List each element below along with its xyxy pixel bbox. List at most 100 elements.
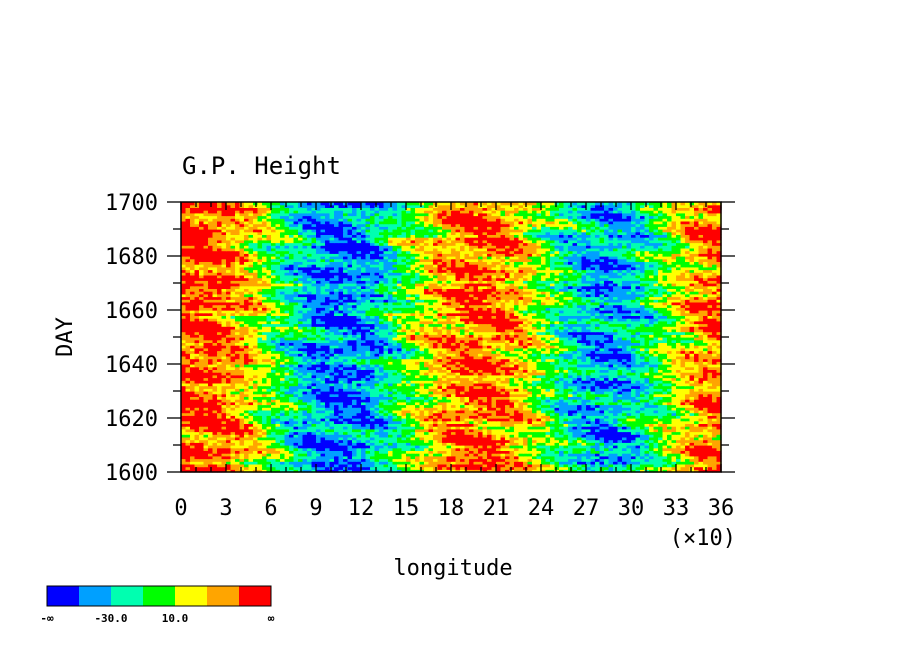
heatmap-cell (307, 453, 313, 457)
heatmap-cell (293, 385, 299, 389)
heatmap-cell (388, 409, 394, 414)
heatmap-cell (491, 369, 497, 373)
heatmap-cell (271, 358, 277, 362)
heatmap-cell (613, 372, 619, 376)
heatmap-cell (689, 364, 695, 368)
heatmap-cell (460, 434, 466, 438)
heatmap-cell (523, 374, 529, 379)
heatmap-cell (581, 439, 587, 443)
heatmap-cell (550, 415, 556, 419)
heatmap-cell (419, 382, 425, 387)
heatmap-cell (379, 364, 385, 368)
heatmap-cell (694, 453, 700, 457)
heatmap-cell (338, 385, 344, 389)
heatmap-cell (671, 463, 677, 468)
heatmap-cell (379, 469, 385, 473)
heatmap-cell (514, 450, 520, 454)
heatmap-cell (523, 393, 529, 397)
heatmap-cell (316, 458, 322, 462)
heatmap-cell (689, 439, 695, 443)
heatmap-cell (455, 420, 461, 424)
heatmap-cell (199, 377, 205, 381)
heatmap-cell (356, 423, 362, 427)
heatmap-cell (203, 404, 209, 408)
heatmap-cell (181, 415, 187, 419)
heatmap-cell (712, 366, 718, 370)
heatmap-cell (401, 377, 407, 381)
heatmap-cell (419, 428, 425, 433)
heatmap-cell (212, 458, 218, 462)
heatmap-cell (442, 382, 448, 387)
heatmap-cell (190, 364, 196, 368)
heatmap-cell (685, 366, 691, 370)
heatmap-cell (482, 442, 488, 446)
heatmap-cell (649, 463, 655, 468)
heatmap-cell (230, 399, 236, 403)
heatmap-cell (460, 463, 466, 468)
heatmap-cell (599, 364, 605, 368)
heatmap-cell (406, 401, 412, 406)
heatmap-cell (478, 412, 484, 416)
heatmap-cell (455, 461, 461, 465)
heatmap-cell (712, 423, 718, 427)
heatmap-cell (604, 423, 610, 427)
heatmap-cell (185, 380, 191, 384)
heatmap-cell (356, 404, 362, 408)
heatmap-cell (550, 445, 556, 449)
heatmap-cell (320, 412, 326, 416)
heatmap-cell (446, 442, 452, 446)
heatmap-cell (208, 369, 214, 373)
heatmap-cell (667, 463, 673, 468)
heatmap-cell (289, 428, 295, 433)
heatmap-cell (253, 423, 259, 427)
heatmap-cell (320, 447, 326, 451)
heatmap-cell (613, 445, 619, 449)
heatmap-cell (608, 364, 614, 368)
heatmap-cell (257, 399, 263, 403)
heatmap-cell (194, 455, 200, 460)
heatmap-cell (424, 461, 430, 465)
heatmap-cell (280, 369, 286, 373)
heatmap-cell (329, 404, 335, 408)
heatmap-cell (298, 369, 304, 373)
heatmap-cell (338, 461, 344, 465)
heatmap-cell (496, 399, 502, 403)
heatmap-cell (221, 461, 227, 465)
heatmap-cell (397, 436, 403, 441)
heatmap-cell (253, 434, 259, 438)
heatmap-cell (320, 426, 326, 430)
heatmap-cell (446, 450, 452, 454)
heatmap-cell (505, 358, 511, 362)
heatmap-cell (361, 455, 367, 460)
heatmap-cell (442, 458, 448, 462)
heatmap-cell (536, 396, 542, 400)
heatmap-cell (217, 409, 223, 414)
heatmap-cell (653, 458, 659, 462)
heatmap-cell (473, 450, 479, 454)
heatmap-cell (671, 436, 677, 441)
heatmap-cell (541, 388, 547, 392)
heatmap-cell (325, 382, 331, 387)
heatmap-cell (626, 469, 632, 473)
heatmap-cell (320, 377, 326, 381)
heatmap-cell (649, 461, 655, 465)
heatmap-cell (356, 412, 362, 416)
heatmap-cell (653, 388, 659, 392)
heatmap-cell (334, 409, 340, 414)
heatmap-cell (221, 455, 227, 460)
heatmap-cell (658, 407, 664, 411)
heatmap-cell (262, 450, 268, 454)
heatmap-cell (482, 463, 488, 468)
heatmap-cell (181, 401, 187, 406)
heatmap-cell (361, 461, 367, 465)
heatmap-cell (658, 415, 664, 419)
heatmap-cell (599, 436, 605, 441)
heatmap-cell (212, 382, 218, 387)
heatmap-cell (280, 399, 286, 403)
heatmap-cell (302, 385, 308, 389)
heatmap-cell (334, 415, 340, 419)
heatmap-cell (244, 396, 250, 400)
heatmap-cell (383, 420, 389, 424)
heatmap-cell (577, 439, 583, 443)
heatmap-cell (194, 463, 200, 468)
